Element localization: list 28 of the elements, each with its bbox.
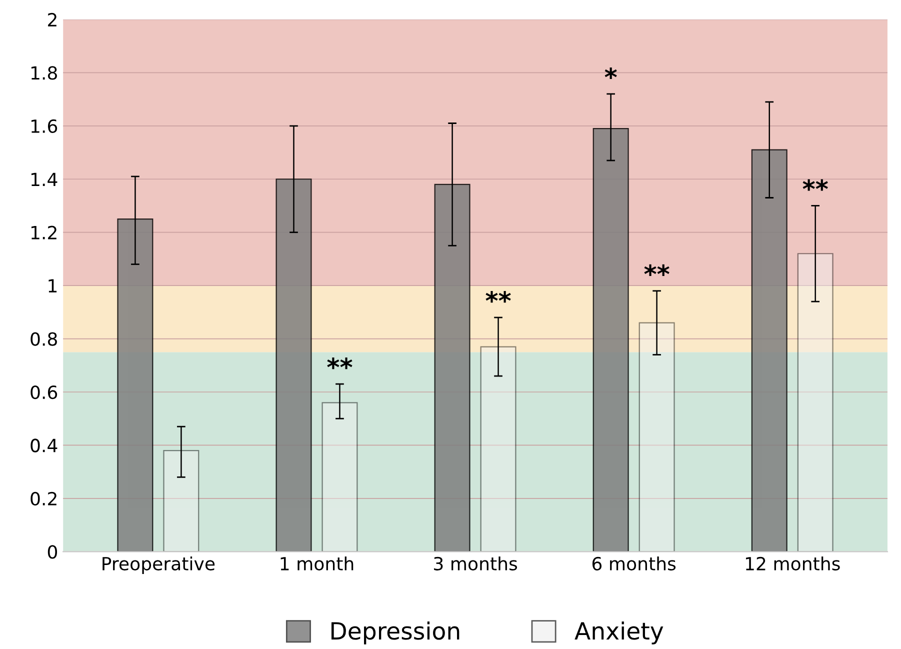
- bar: [322, 402, 358, 552]
- y-tick-label: 1.6: [31, 119, 58, 134]
- y-tick-label: 0.8: [30, 332, 57, 346]
- y-tick-label: 0.4: [30, 438, 58, 452]
- legend-label: Depression: [331, 622, 460, 644]
- bar: [638, 322, 675, 552]
- data-label: *: [604, 67, 617, 80]
- y-tick-label: 2: [48, 12, 56, 26]
- y-tick-label: 0.2: [30, 492, 56, 506]
- y-tick-label: 1.8: [31, 66, 57, 80]
- y-tick-label: 1: [48, 279, 57, 292]
- y-tick-label: 0.6: [30, 385, 58, 400]
- legend-label: Anxiety: [574, 622, 664, 644]
- x-tick-label: Preoperative: [102, 556, 215, 574]
- y-tick-label: 0: [48, 545, 58, 559]
- data-label: **: [802, 179, 828, 191]
- bar: [163, 450, 200, 552]
- x-tick-label: 3 months: [434, 556, 518, 570]
- x-tick-label: 12 months: [746, 556, 840, 570]
- data-label: **: [327, 357, 352, 370]
- x-tick-label: 1 month: [280, 556, 354, 570]
- data-label: **: [486, 290, 511, 303]
- bar: [797, 253, 834, 552]
- data-label: **: [644, 264, 670, 276]
- y-tick-label: 1.2: [31, 226, 56, 240]
- y-tick-label: 1.4: [31, 172, 58, 186]
- bar: [480, 346, 516, 552]
- x-tick-label: 6 months: [592, 556, 676, 570]
